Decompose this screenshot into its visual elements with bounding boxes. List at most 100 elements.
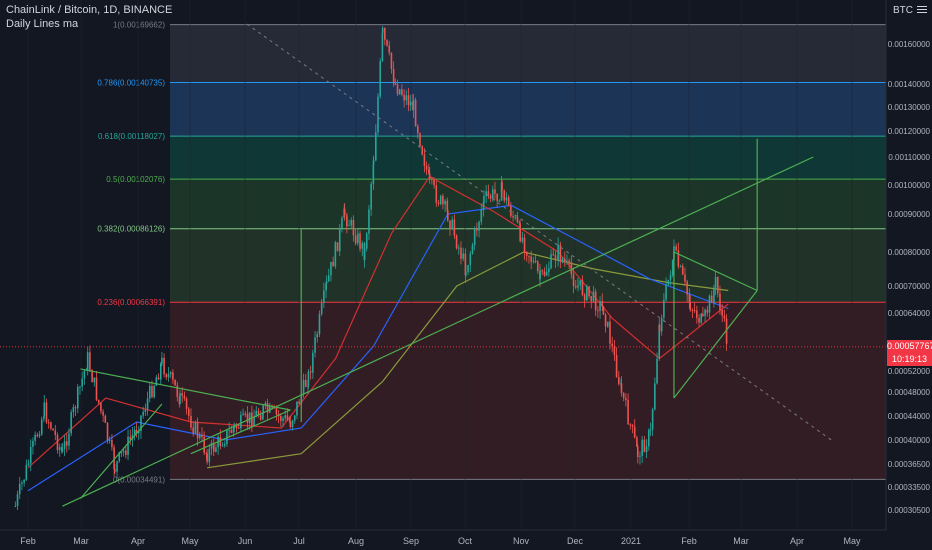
candle-body <box>519 223 521 242</box>
candle-body <box>460 247 462 259</box>
candle-body <box>269 405 271 413</box>
price-tick-label: 0.00044000 <box>888 412 931 421</box>
candle-body <box>613 346 616 355</box>
candle-body <box>221 445 224 447</box>
price-series <box>14 25 728 511</box>
candle-body <box>228 430 230 432</box>
candle-body <box>122 450 125 453</box>
candle-body <box>205 452 208 454</box>
candle-body <box>25 464 28 480</box>
candle-body <box>530 256 532 262</box>
candle-body <box>172 372 174 380</box>
candle-body <box>118 452 121 462</box>
candle-body <box>667 279 670 285</box>
candle-body <box>462 253 464 259</box>
candle-body <box>570 262 573 275</box>
fibonacci-retracement[interactable]: 1(0.00169662) 0.786(0.00140735) 0.618(0.00… <box>97 21 886 485</box>
candle-body <box>21 482 23 484</box>
candle-body <box>144 409 147 412</box>
time-tick-label: Jul <box>293 536 305 546</box>
candle-body <box>293 415 296 421</box>
time-axis-bg <box>0 530 932 550</box>
candle-body <box>372 164 375 184</box>
candle-body <box>606 321 609 327</box>
trendline <box>80 368 291 411</box>
candle-body <box>235 424 238 428</box>
candle-body <box>439 195 442 204</box>
candle-body <box>161 357 163 364</box>
candle-body <box>113 447 115 470</box>
candle-body <box>451 219 453 230</box>
fib-band <box>170 302 886 480</box>
menu-icon[interactable] <box>917 6 927 14</box>
candle-body <box>203 437 205 453</box>
bar-countdown: 10:19:13 <box>887 353 932 367</box>
candle-body <box>140 415 142 432</box>
candle-body <box>374 132 377 161</box>
candle-body <box>534 260 537 262</box>
time-axis[interactable]: Feb Mar Apr May Jun Jul Aug Sep Oct Nov Dec 2021 Feb… <box>0 529 932 550</box>
candle-body <box>350 219 353 226</box>
candle-body <box>102 411 104 416</box>
price-tick-label: 0.00052000 <box>888 367 931 376</box>
candle-body <box>215 447 217 452</box>
ma-line-red <box>27 175 729 469</box>
candle-body <box>651 409 654 430</box>
time-tick-label: Aug <box>348 536 364 546</box>
candle-body <box>723 315 726 319</box>
candle-body <box>523 237 526 253</box>
candle-body <box>577 285 579 287</box>
fib-level-label: 0(0.00034491) <box>113 475 165 484</box>
candle-body <box>346 215 348 227</box>
candle-body <box>602 306 605 315</box>
candle-body <box>654 383 656 410</box>
time-tick-label: Jun <box>238 536 253 546</box>
candle-body <box>108 440 111 442</box>
candle-body <box>483 195 485 203</box>
price-tick-label: 0.00130000 <box>888 103 931 112</box>
candle-body <box>286 415 289 420</box>
candle-body <box>201 434 203 438</box>
price-axis[interactable]: 0.00160000 0.00140000 0.00130000 0.00120000… <box>885 0 932 550</box>
candle-body <box>414 99 417 127</box>
candle-body <box>379 60 381 97</box>
candle-body <box>327 275 330 282</box>
price-tick-label: 0.00064000 <box>888 309 931 318</box>
candle-body <box>259 415 262 420</box>
indicator-label[interactable]: Daily Lines ma <box>6 18 79 30</box>
candle-body <box>516 216 519 223</box>
moving-averages <box>27 175 729 492</box>
candle-body <box>639 455 641 457</box>
candle-body <box>176 385 179 398</box>
candle-body <box>563 258 566 262</box>
candle-body <box>700 313 703 323</box>
candle-body <box>34 434 36 441</box>
candle-body <box>187 408 190 416</box>
candle-body <box>302 379 305 395</box>
candle-body <box>592 291 595 302</box>
symbol-title[interactable]: ChainLink / Bitcoin, 1D, BINANCE <box>6 4 173 16</box>
candle-body <box>185 398 188 409</box>
candle-body <box>384 28 386 40</box>
candle-body <box>403 94 405 101</box>
time-tick-label: Mar <box>733 536 749 546</box>
candle-body <box>40 419 43 435</box>
candle-body <box>298 401 300 404</box>
candle-body <box>323 290 325 304</box>
candle-body <box>599 301 601 311</box>
candle-body <box>137 431 140 434</box>
candle-body <box>693 310 696 312</box>
trendlines[interactable] <box>0 23 886 507</box>
time-tick-label: Apr <box>131 536 145 546</box>
candle-body <box>111 440 113 448</box>
time-tick-label: Oct <box>458 536 473 546</box>
candle-body <box>561 258 564 262</box>
candle-body <box>114 469 116 472</box>
candle-body <box>32 440 34 447</box>
time-tick-label: May <box>181 536 199 546</box>
candle-body <box>104 415 107 423</box>
candle-body <box>428 173 431 179</box>
time-tick-label: Mar <box>73 536 89 546</box>
candle-body <box>183 395 186 399</box>
